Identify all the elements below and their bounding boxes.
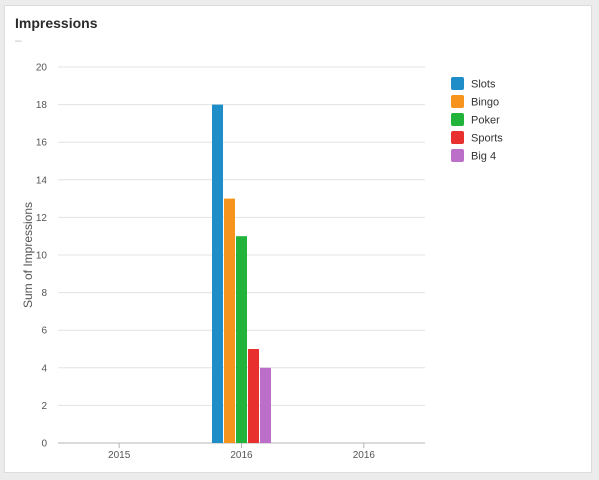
bar-sports[interactable] <box>248 349 259 443</box>
legend-swatch <box>451 149 464 162</box>
y-tick-label: 12 <box>36 213 48 224</box>
legend-item-bingo[interactable]: Bingo <box>451 95 499 109</box>
legend-swatch <box>451 113 464 126</box>
legend-label: Bingo <box>471 97 499 109</box>
y-tick-label: 10 <box>36 251 48 262</box>
bar-bingo[interactable] <box>224 198 235 443</box>
y-tick-label: 0 <box>41 439 47 450</box>
legend-label: Poker <box>471 115 500 127</box>
chart-card: Impressions – <box>4 5 592 473</box>
legend-item-big-4[interactable]: Big 4 <box>451 149 496 163</box>
y-tick-label: 4 <box>41 363 47 374</box>
card-title: Impressions <box>15 15 98 31</box>
y-tick-label: 6 <box>41 326 47 337</box>
card-subtitle: – <box>15 33 22 47</box>
legend-swatch <box>451 131 464 144</box>
y-tick-label: 8 <box>41 288 47 299</box>
legend-label: Slots <box>471 79 496 91</box>
y-axis-ticks: 0 2 4 6 8 10 12 14 16 18 20 <box>36 63 48 450</box>
x-tick-label: 2016 <box>353 450 376 461</box>
bars <box>212 104 271 443</box>
legend-item-sports[interactable]: Sports <box>451 131 503 145</box>
legend-item-slots[interactable]: Slots <box>451 77 496 91</box>
y-axis-label: Sum of Impressions <box>21 202 35 308</box>
legend: Slots Bingo Poker Sports Big 4 <box>451 77 503 163</box>
legend-label: Sports <box>471 133 503 145</box>
legend-item-poker[interactable]: Poker <box>451 113 500 127</box>
y-tick-label: 14 <box>36 175 48 186</box>
legend-swatch <box>451 95 464 108</box>
y-tick-label: 2 <box>41 401 47 412</box>
y-tick-label: 16 <box>36 138 48 149</box>
legend-label: Big 4 <box>471 151 496 163</box>
y-tick-label: 18 <box>36 100 48 111</box>
x-axis: 2015 2016 2016 <box>108 443 375 461</box>
bar-poker[interactable] <box>236 236 247 443</box>
x-tick-label: 2016 <box>230 450 253 461</box>
legend-swatch <box>451 77 464 90</box>
y-tick-label: 20 <box>36 63 48 74</box>
bar-big-4[interactable] <box>260 367 271 443</box>
bar-slots[interactable] <box>212 104 223 443</box>
x-tick-label: 2015 <box>108 450 131 461</box>
